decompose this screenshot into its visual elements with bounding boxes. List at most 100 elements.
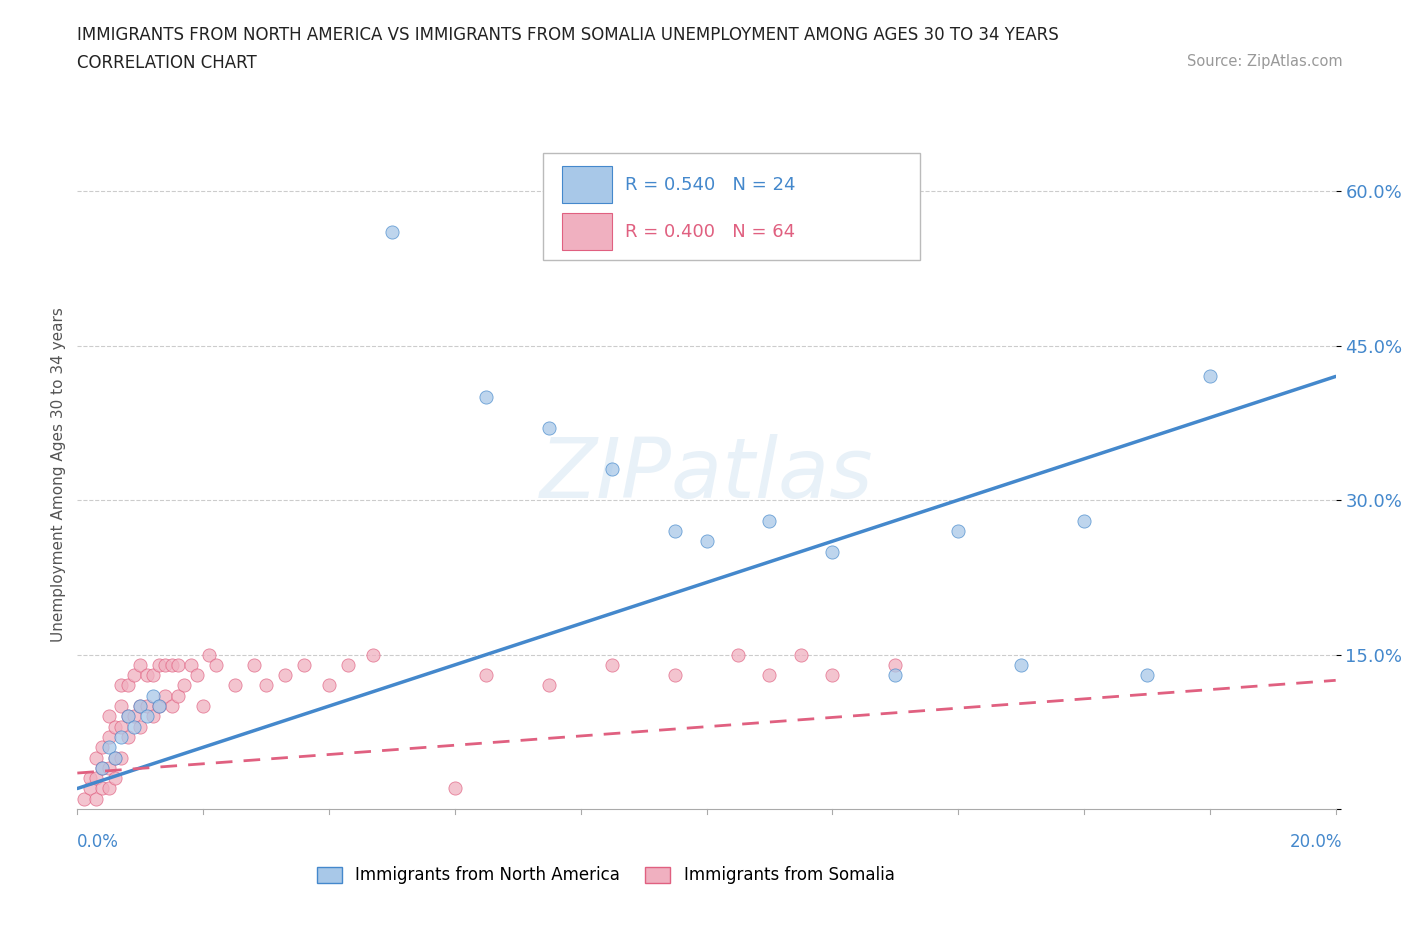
Point (821, 668, 844, 683)
Point (538, 420, 561, 435)
Point (167, 688, 190, 703)
Point (117, 709, 139, 724)
Point (790, 647, 813, 662)
FancyBboxPatch shape (562, 213, 612, 250)
Point (155, 658, 177, 672)
Point (97, 729, 120, 744)
Point (336, 658, 359, 672)
Text: ZIPatlas: ZIPatlas (540, 433, 873, 515)
Point (180, 658, 202, 672)
Point (91, 740, 114, 755)
Point (696, 534, 718, 549)
Point (148, 698, 170, 713)
Point (97, 709, 120, 724)
Point (142, 688, 165, 703)
Point (129, 698, 152, 713)
Point (110, 678, 132, 693)
Point (79, 781, 101, 796)
Point (122, 709, 145, 724)
Point (117, 729, 139, 744)
Point (135, 668, 157, 683)
Point (142, 668, 165, 683)
Point (129, 698, 152, 713)
Point (600, 461, 623, 476)
Text: IMMIGRANTS FROM NORTH AMERICA VS IMMIGRANTS FROM SOMALIA UNEMPLOYMENT AMONG AGES: IMMIGRANTS FROM NORTH AMERICA VS IMMIGRA… (77, 26, 1059, 44)
Text: R = 0.400   N = 64: R = 0.400 N = 64 (624, 223, 794, 241)
Point (79, 771, 101, 786)
Legend: Immigrants from North America, Immigrants from Somalia: Immigrants from North America, Immigrant… (311, 860, 901, 891)
Point (110, 719, 132, 734)
Point (160, 698, 183, 713)
Point (274, 668, 297, 683)
Point (727, 647, 749, 662)
Point (884, 668, 907, 683)
Point (254, 678, 277, 693)
FancyBboxPatch shape (543, 153, 921, 260)
Text: Source: ZipAtlas.com: Source: ZipAtlas.com (1187, 54, 1343, 69)
Point (104, 719, 127, 734)
Y-axis label: Unemployment Among Ages 30 to 34 years: Unemployment Among Ages 30 to 34 years (51, 307, 66, 642)
Point (948, 524, 970, 538)
Point (821, 544, 844, 559)
Point (1010, 658, 1032, 672)
Point (167, 658, 190, 672)
Point (117, 678, 139, 693)
Point (664, 524, 686, 538)
Point (129, 719, 152, 734)
Point (97, 761, 120, 776)
Point (72, 791, 94, 806)
Point (186, 668, 208, 683)
Point (91, 761, 114, 776)
Point (198, 647, 221, 662)
Point (91, 761, 114, 776)
Point (538, 678, 561, 693)
Text: 20.0%: 20.0% (1291, 832, 1343, 851)
Point (122, 668, 145, 683)
Text: R = 0.540   N = 24: R = 0.540 N = 24 (624, 176, 796, 194)
Point (84, 751, 107, 765)
Point (758, 513, 780, 528)
Point (160, 658, 183, 672)
Point (361, 647, 384, 662)
Point (664, 668, 686, 683)
Point (173, 678, 195, 693)
Point (191, 698, 215, 713)
Text: 0.0%: 0.0% (77, 832, 120, 851)
Point (142, 709, 165, 724)
Point (381, 225, 404, 240)
Point (1136, 668, 1159, 683)
Point (758, 668, 780, 683)
Point (84, 791, 107, 806)
Point (91, 781, 114, 796)
Point (1198, 369, 1220, 384)
Text: CORRELATION CHART: CORRELATION CHART (77, 54, 257, 72)
Point (884, 658, 907, 672)
Point (1073, 513, 1095, 528)
Point (148, 658, 170, 672)
Point (475, 390, 498, 405)
Point (204, 658, 226, 672)
Point (117, 709, 139, 724)
Point (148, 698, 170, 713)
Point (110, 698, 132, 713)
Point (444, 781, 467, 796)
Point (135, 709, 157, 724)
Point (84, 771, 107, 786)
Point (224, 678, 246, 693)
Point (104, 771, 127, 786)
Point (104, 751, 127, 765)
Point (475, 668, 498, 683)
Point (129, 658, 152, 672)
Point (110, 729, 132, 744)
Point (318, 678, 340, 693)
Point (600, 658, 623, 672)
Point (110, 751, 132, 765)
Point (122, 719, 145, 734)
Point (97, 740, 120, 755)
Point (135, 698, 157, 713)
Point (292, 658, 315, 672)
Point (104, 751, 127, 765)
Point (97, 781, 120, 796)
FancyBboxPatch shape (562, 166, 612, 203)
Point (242, 658, 264, 672)
